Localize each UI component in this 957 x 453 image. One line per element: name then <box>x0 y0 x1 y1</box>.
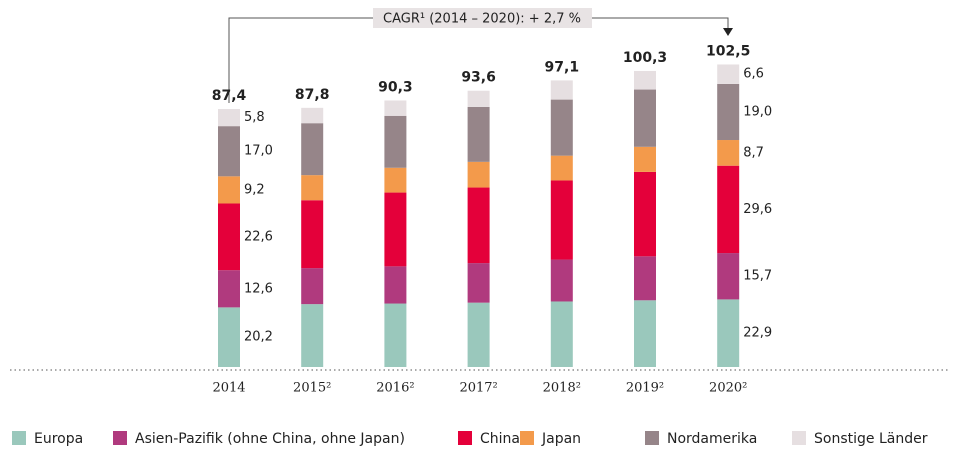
bar-segment <box>634 171 656 257</box>
bar-segment <box>467 106 490 162</box>
bar-segment <box>467 263 490 303</box>
value-label: 19,0 <box>743 104 772 119</box>
bar-segment <box>634 256 656 301</box>
bar-segment <box>384 115 407 168</box>
x-tick-label: 2020² <box>709 381 747 396</box>
legend-swatch <box>113 431 127 445</box>
bar-segment <box>384 303 407 367</box>
legend-label: China <box>480 431 520 447</box>
value-label: 22,9 <box>743 326 772 341</box>
value-label: 29,6 <box>743 202 772 217</box>
annotation: CAGR¹ (2014 – 2020): + 2,7 % <box>383 12 581 27</box>
value-label: 9,2 <box>244 182 265 197</box>
legend-label: Nordamerika <box>667 431 757 447</box>
x-tick-label: 2018² <box>543 381 581 396</box>
bar-segment <box>550 155 573 181</box>
annotation-box <box>373 8 592 28</box>
bar-segment <box>634 146 656 172</box>
x-tick-label: 2019² <box>626 381 664 396</box>
x-tick-label: 2015² <box>293 381 331 396</box>
bar-segment <box>550 99 573 156</box>
legend-swatch <box>12 431 26 445</box>
bar-segment <box>218 270 240 308</box>
bar-segment <box>634 300 656 367</box>
total-label: 102,5 <box>706 43 750 59</box>
bar-segment <box>218 176 240 204</box>
x-tick-label: 2014 <box>212 381 245 396</box>
x-tick-label: 2016² <box>376 381 414 396</box>
bar-segment <box>634 89 656 147</box>
legend-label: Asien-Pazifik (ohne China, ohne Japan) <box>135 431 405 447</box>
total-label: 97,1 <box>545 59 580 75</box>
bar-segment <box>384 266 407 304</box>
total-label: 90,3 <box>378 79 413 95</box>
bar-segment <box>301 107 324 124</box>
arrow-head <box>723 28 733 36</box>
value-label: 5,8 <box>244 110 265 125</box>
bracket-left <box>228 17 373 103</box>
value-label: 12,6 <box>244 281 273 296</box>
bar-segment <box>218 109 240 127</box>
bar-segment <box>218 203 240 271</box>
bar-segment <box>301 304 324 367</box>
bar-segment <box>218 126 240 177</box>
bar-segment <box>301 123 324 176</box>
bar-segment <box>301 175 324 201</box>
legend-swatch <box>520 431 534 445</box>
bar-segment <box>717 253 740 300</box>
legend-swatch <box>458 431 472 445</box>
x-tick-label: 2017² <box>459 381 497 396</box>
bar-segment <box>550 80 573 100</box>
value-label: 15,7 <box>743 269 772 284</box>
legend-label: Sonstige Länder <box>814 431 928 447</box>
value-label: 20,2 <box>244 330 273 345</box>
bar-segment <box>301 268 324 305</box>
bar-segment <box>550 301 573 367</box>
legend-label: Japan <box>541 431 581 447</box>
total-label: 87,4 <box>212 88 247 104</box>
value-label: 17,0 <box>244 144 273 159</box>
bar-segment <box>384 167 407 193</box>
bar-segment <box>550 180 573 260</box>
bar-segment <box>717 83 740 141</box>
bar-segment <box>467 187 490 264</box>
bar-segment <box>550 259 573 302</box>
bar-segment <box>717 64 740 84</box>
total-label: 87,8 <box>295 87 330 103</box>
bar-segment <box>384 100 407 116</box>
bar-segment <box>634 70 656 90</box>
bar-segment <box>467 161 490 188</box>
cagr-bracket <box>228 17 729 103</box>
value-label: 6,6 <box>743 67 764 82</box>
bar-segment <box>218 307 240 367</box>
bar-segment <box>717 165 740 254</box>
bar-segment <box>467 302 490 367</box>
bar-segment <box>467 90 490 107</box>
legend-swatch <box>645 431 659 445</box>
legend-label: Europa <box>34 431 83 447</box>
total-label: 100,3 <box>623 50 667 66</box>
bar-segment <box>717 299 740 367</box>
legend-swatch <box>792 431 806 445</box>
bar-segment <box>301 200 324 269</box>
bracket-right <box>592 17 729 30</box>
value-label: 8,7 <box>743 145 764 160</box>
total-label: 93,6 <box>461 70 496 86</box>
bar-segment <box>384 192 407 267</box>
bar-segment <box>717 140 740 166</box>
value-label: 22,6 <box>244 229 273 244</box>
